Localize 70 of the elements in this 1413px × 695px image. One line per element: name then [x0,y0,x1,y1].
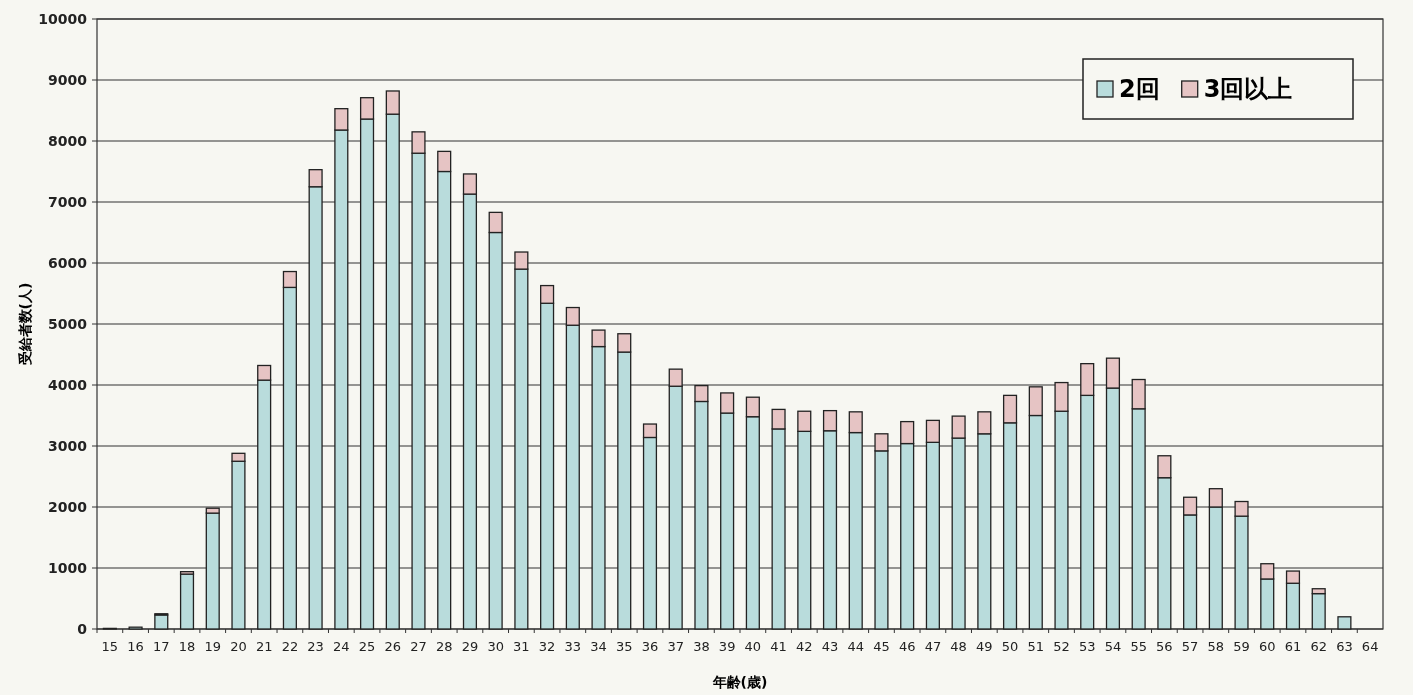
x-tick-label: 59 [1233,639,1250,654]
x-tick-label: 37 [667,639,684,654]
y-tick-label: 8000 [48,133,88,149]
x-tick-label: 55 [1130,639,1147,654]
x-tick-label: 17 [153,639,170,654]
x-tick-label: 25 [358,639,376,654]
y-tick-label: 2000 [48,499,88,515]
y-tick-label: 9000 [48,72,88,88]
x-tick-label: 57 [1181,639,1199,654]
x-tick-label: 24 [333,639,350,654]
x-tick-label: 34 [590,639,607,654]
x-tick-label: 31 [513,639,530,654]
y-tick-label: 5000 [48,316,88,332]
x-tick-label: 60 [1258,639,1276,654]
x-tick-label: 21 [255,639,273,654]
x-tick-label: 46 [898,639,916,654]
x-tick-label: 15 [101,639,119,654]
y-tick-label: 0 [77,621,88,637]
y-tick-label: 6000 [48,255,88,271]
x-tick-label: 26 [384,639,402,654]
x-tick-label: 19 [204,639,222,654]
x-tick-label: 16 [127,639,144,654]
x-tick-label: 38 [693,639,710,654]
x-axis-title: 年齢(歳) [711,674,768,690]
x-tick-label: 52 [1053,639,1070,654]
y-tick-label: 7000 [48,194,88,210]
bar [1337,616,1352,630]
bar [179,573,195,630]
x-tick-label: 28 [435,639,453,654]
x-tick-label: 36 [641,639,659,654]
x-tick-label: 22 [281,639,299,654]
x-tick-label: 58 [1207,639,1225,654]
bar [1311,592,1326,630]
y-tick-label: 1000 [48,560,88,576]
x-tick-label: 62 [1310,639,1327,654]
x-tick-label: 61 [1284,639,1302,654]
y-axis-title: 受給者数(人) [17,282,33,367]
y-tick-label: 10000 [38,11,88,27]
x-tick-label: 44 [847,639,865,654]
x-tick-label: 45 [873,639,890,654]
x-tick-label: 43 [821,639,839,654]
x-tick-label: 29 [461,639,479,654]
y-tick-label: 4000 [48,377,88,393]
x-tick-label: 41 [770,639,787,654]
x-tick-label: 39 [718,639,736,654]
x-tick-label: 49 [976,639,993,654]
x-tick-label: 18 [178,639,196,654]
x-tick-label: 40 [744,639,762,654]
x-tick-label: 50 [1001,639,1019,654]
x-tick-label: 35 [615,639,633,654]
x-tick-label: 53 [1078,639,1096,654]
x-tick-label: 32 [538,639,556,654]
legend-label: 2回 [1119,75,1160,103]
x-tick-label: 27 [410,639,427,654]
x-tick-label: 54 [1104,639,1122,654]
x-tick-label: 56 [1156,639,1173,654]
x-tick-label: 23 [307,639,324,654]
x-tick-label: 48 [950,639,967,654]
x-tick-label: 30 [487,639,504,654]
bar [205,512,220,630]
x-tick-label: 64 [1361,639,1379,654]
x-tick-label: 20 [230,639,247,654]
x-tick-label: 51 [1027,639,1045,654]
x-tick-label: 63 [1336,639,1353,654]
x-tick-label: 47 [924,639,942,654]
y-tick-label: 3000 [48,438,88,454]
legend-label: 3回以上 [1203,75,1293,103]
x-tick-label: 33 [564,639,582,654]
x-tick-label: 42 [796,639,813,654]
bar [154,614,169,630]
